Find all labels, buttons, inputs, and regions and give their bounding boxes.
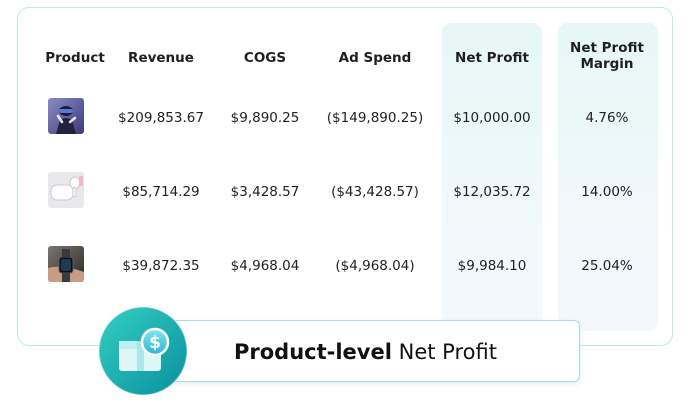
header-net-profit: Net Profit — [455, 50, 529, 66]
vr-headset-product-icon — [48, 98, 84, 134]
earbuds-product-icon — [48, 172, 84, 208]
header-cogs: COGS — [243, 50, 287, 66]
row1-net-profit-margin: 4.76% — [585, 110, 629, 126]
net-profit-margin-column-highlight — [558, 23, 658, 331]
header-product: Product — [45, 50, 105, 66]
dollar-box-icon: $ — [97, 305, 189, 397]
row2-net-profit-margin: 14.00% — [581, 184, 633, 200]
row3-ad-spend: ($4,968.04) — [335, 258, 415, 274]
smartwatch-product-icon — [48, 246, 84, 282]
banner-title-rest: Net Profit — [391, 340, 497, 364]
row1-cogs: $9,890.25 — [230, 110, 300, 126]
row1-ad-spend: ($149,890.25) — [326, 110, 424, 126]
row3-net-profit: $9,984.10 — [457, 258, 527, 274]
row1-revenue: $209,853.67 — [118, 110, 204, 126]
header-ad-spend: Ad Spend — [338, 50, 412, 66]
row2-cogs: $3,428.57 — [230, 184, 300, 200]
banner-title: Product-level Net Profit — [234, 340, 497, 364]
row3-cogs: $4,968.04 — [230, 258, 300, 274]
feature-banner — [158, 320, 580, 382]
row2-net-profit: $12,035.72 — [453, 184, 531, 200]
net-profit-column-highlight — [442, 23, 542, 331]
banner-title-bold: Product-level — [234, 340, 392, 364]
row3-net-profit-margin: 25.04% — [581, 258, 633, 274]
header-revenue: Revenue — [128, 50, 194, 66]
svg-text:$: $ — [149, 333, 161, 353]
row3-revenue: $39,872.35 — [122, 258, 200, 274]
header-net-profit-margin: Net Profit Margin — [570, 40, 644, 72]
row1-net-profit: $10,000.00 — [453, 110, 531, 126]
row2-ad-spend: ($43,428.57) — [331, 184, 419, 200]
row2-revenue: $85,714.29 — [122, 184, 200, 200]
